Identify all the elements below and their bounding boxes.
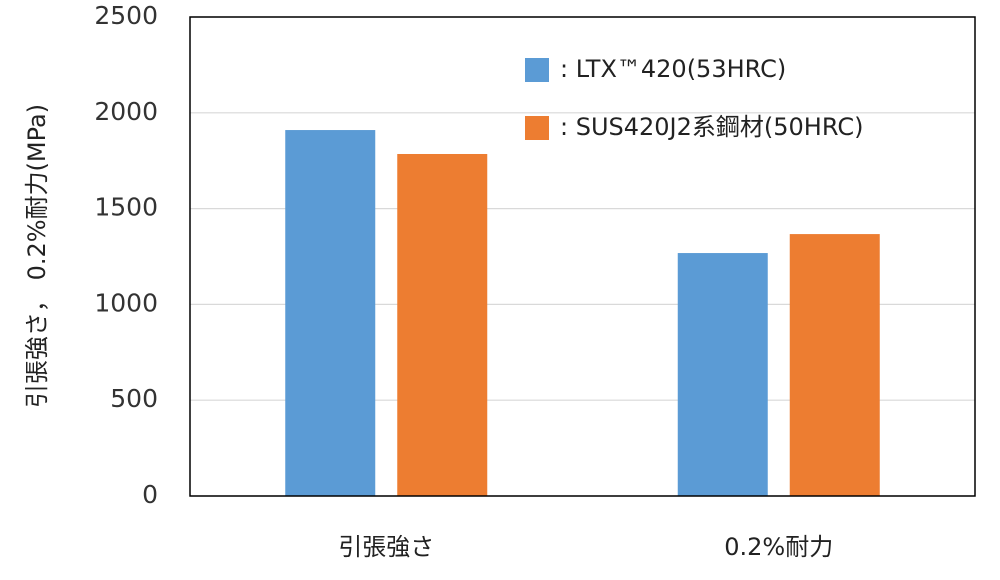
- x-tick-label: 0.2%耐力: [724, 533, 833, 561]
- y-tick-label: 500: [110, 384, 158, 413]
- legend-swatch: [525, 58, 549, 82]
- x-tick-label: 引張強さ: [338, 533, 434, 561]
- legend-label: : LTX™420(53HRC): [560, 55, 786, 83]
- bar: [285, 130, 376, 496]
- y-axis-label: 引張強さ， 0.2%耐力(MPa): [23, 104, 51, 408]
- y-tick-label: 1000: [94, 288, 158, 317]
- y-tick-label: 0: [142, 480, 158, 509]
- plot-border: [189, 16, 976, 497]
- legend-label: : SUS420J2系鋼材(50HRC): [560, 113, 863, 141]
- bar: [789, 234, 880, 496]
- legend-swatch: [525, 116, 549, 140]
- y-tick-label: 2000: [94, 97, 158, 126]
- y-tick-label: 2500: [94, 1, 158, 30]
- bar: [397, 153, 488, 496]
- bar: [677, 253, 768, 496]
- y-tick-label: 1500: [94, 193, 158, 222]
